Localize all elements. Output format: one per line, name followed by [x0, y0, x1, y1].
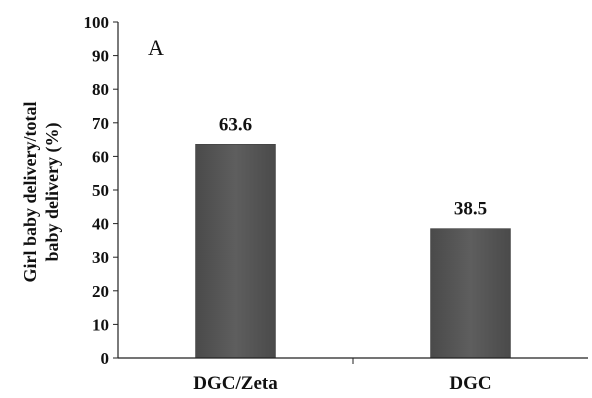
- axes: [117, 22, 588, 364]
- y-tick-label: 90: [92, 47, 109, 66]
- panel-label: A: [148, 35, 164, 60]
- y-tick-label: 70: [92, 114, 109, 133]
- y-tick-label: 40: [92, 215, 109, 234]
- y-tick-label: 0: [101, 349, 110, 368]
- bars: 63.6 DGC/Zeta 38.5 DGC: [193, 114, 511, 394]
- y-tick-label: 20: [92, 282, 109, 301]
- y-tick-label: 60: [92, 147, 109, 166]
- y-axis-label-line2: baby delivery (%): [42, 123, 63, 262]
- bar: [195, 144, 276, 359]
- bar: [430, 228, 511, 359]
- x-tick-label: DGC/Zeta: [193, 373, 278, 394]
- y-tick-label: 80: [92, 80, 109, 99]
- y-axis-label: Girl baby delivery/total baby delivery (…: [20, 102, 63, 283]
- data-label: 63.6: [219, 114, 252, 135]
- x-tick-label: DGC: [449, 373, 491, 394]
- y-tick-label: 10: [92, 315, 109, 334]
- y-tick-label: 30: [92, 248, 109, 267]
- y-axis-ticks: 0 10 20 30 40 50 60 70 80 90 100: [84, 13, 118, 368]
- data-label: 38.5: [454, 199, 487, 220]
- y-axis-label-line1: Girl baby delivery/total: [20, 102, 40, 283]
- y-tick-label: 50: [92, 181, 109, 200]
- y-tick-label: 100: [84, 13, 110, 32]
